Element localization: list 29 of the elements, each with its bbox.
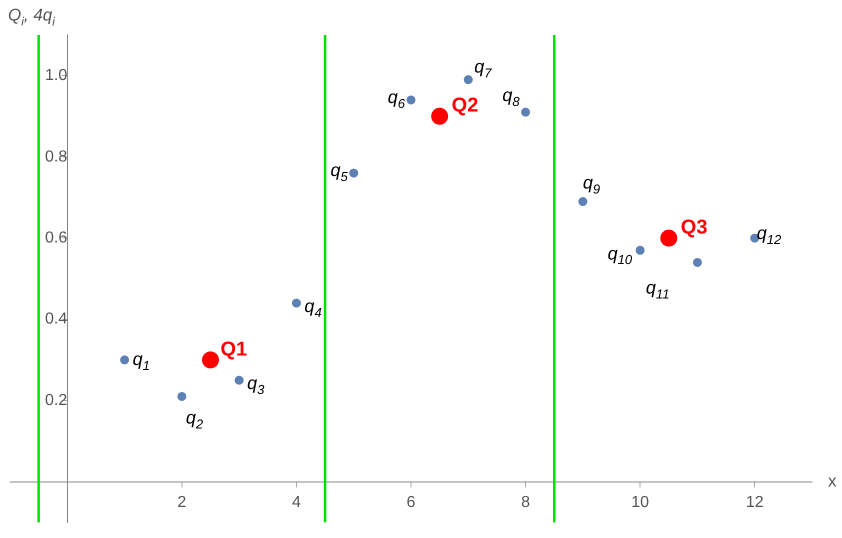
x-tick-label: 10: [631, 494, 650, 511]
y-tick-label: 0.6: [45, 229, 68, 246]
point: [660, 230, 678, 247]
y-tick-label: 1.0: [45, 67, 68, 84]
x-tick-label: 12: [746, 494, 764, 511]
point: [120, 355, 130, 364]
x-tick-label: 8: [521, 494, 530, 511]
x-tick-label: 4: [292, 494, 301, 511]
point: [292, 298, 301, 308]
point: [234, 376, 244, 385]
point: [349, 168, 358, 178]
point: [636, 246, 645, 255]
y-tick-label: 0.2: [45, 392, 68, 409]
point: [406, 95, 416, 104]
point: [431, 108, 448, 125]
point: [521, 108, 530, 117]
y-tick-label: 0.8: [45, 148, 68, 166]
x-tick-label: 6: [406, 494, 416, 511]
point: [578, 197, 588, 206]
point: [202, 351, 219, 368]
x-axis-title: x: [828, 471, 837, 490]
point: [692, 258, 702, 267]
y-tick-label: 0.4: [45, 310, 68, 328]
x-tick-label: 2: [177, 494, 186, 511]
point: [177, 392, 186, 401]
annotation: Q2: [452, 94, 478, 117]
point: [464, 75, 473, 84]
annotation: Q1: [220, 338, 248, 360]
annotation: Q3: [680, 216, 708, 239]
